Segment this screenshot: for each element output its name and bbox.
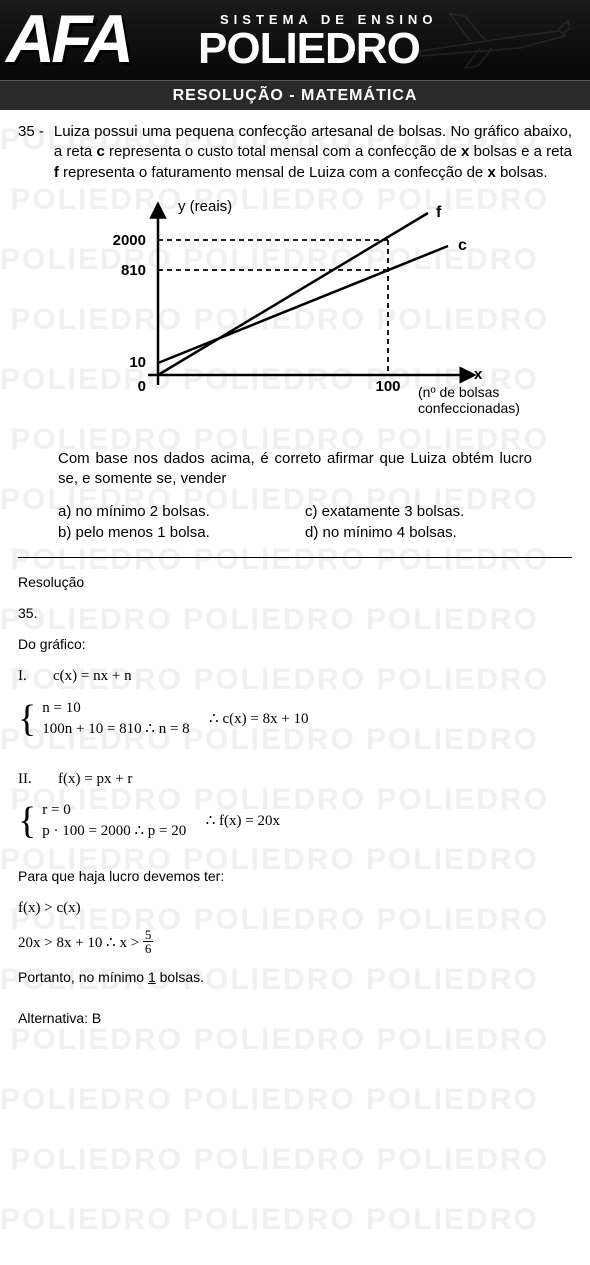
- xtick-100: 100: [375, 378, 400, 395]
- part-ii-system: { r = 0 p · 100 = 2000 ∴ p = 20 ∴ f(x) =…: [18, 800, 572, 842]
- question-follow: Com base nos dados acima, é correto afir…: [58, 449, 532, 490]
- line-c-label: c: [458, 237, 467, 254]
- x-axis-label: x: [474, 366, 483, 383]
- question-block: 35 - Luiza possui uma pequena confecção …: [18, 122, 572, 183]
- profit-label: Para que haja lucro devemos ter:: [18, 866, 572, 887]
- chart: 2000 810 10 100 0 c f y (reais) x (nº de…: [88, 195, 572, 429]
- brand-name: POLIEDRO: [198, 24, 420, 74]
- part-i-system: { n = 10 100n + 10 = 810 ∴ n = 8 ∴ c(x) …: [18, 698, 572, 740]
- resolution-num: 35.: [18, 603, 572, 624]
- x-axis-sub1: (nº de bolsas: [418, 384, 499, 400]
- origin-label: 0: [138, 378, 146, 395]
- inequality-2: 20x > 8x + 10 ∴ x > 56: [18, 930, 572, 957]
- option-d: d) no mínimo 4 bolsas.: [305, 524, 532, 541]
- line-f-label: f: [436, 204, 442, 221]
- header-subbar: RESOLUÇÃO - MATEMÁTICA: [0, 80, 590, 110]
- y-axis-label: y (reais): [178, 198, 232, 215]
- question-text: Luiza possui uma pequena confecção artes…: [54, 122, 572, 183]
- ytick-810: 810: [121, 262, 146, 279]
- conclusion: Portanto, no mínimo 1 bolsas.: [18, 967, 572, 988]
- resolution-from-graph: Do gráfico:: [18, 634, 572, 655]
- option-a: a) no mínimo 2 bolsas.: [58, 503, 285, 520]
- part-i: I. c(x) = nx + n: [18, 665, 572, 688]
- divider: [18, 557, 572, 558]
- line-c: [158, 246, 448, 363]
- ytick-2000: 2000: [113, 232, 146, 249]
- page-header: AFA SISTEMA DE ENSINO POLIEDRO RESOLUÇÃO…: [0, 0, 590, 110]
- part-ii: II. f(x) = px + r: [18, 768, 572, 791]
- x-axis-sub2: confeccionadas): [418, 400, 520, 416]
- options-grid: a) no mínimo 2 bolsas. c) exatamente 3 b…: [58, 503, 532, 541]
- alternative: Alternativa: B: [18, 1008, 572, 1029]
- ytick-10: 10: [129, 354, 146, 371]
- question-number: 35 -: [18, 122, 44, 183]
- page-content: 35 - Luiza possui uma pequena confecção …: [0, 110, 590, 1059]
- option-c: c) exatamente 3 bolsas.: [305, 503, 532, 520]
- inequality-1: f(x) > c(x): [18, 897, 572, 920]
- resolution-title: Resolução: [18, 572, 572, 593]
- option-b: b) pelo menos 1 bolsa.: [58, 524, 285, 541]
- afa-logo: AFA: [6, 0, 130, 78]
- resolution-block: Resolução 35. Do gráfico: I. c(x) = nx +…: [18, 572, 572, 1029]
